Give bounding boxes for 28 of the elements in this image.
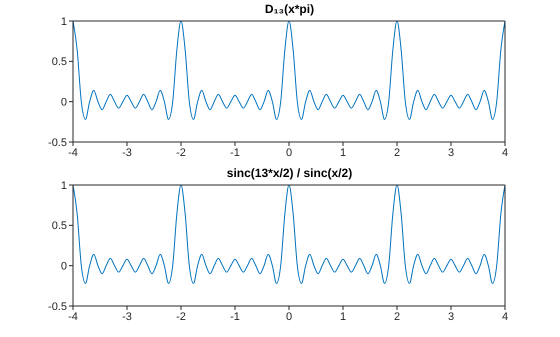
x-tick-label: -2 xyxy=(176,310,186,323)
y-tick-label: 1 xyxy=(60,16,67,28)
x-tick-label: 4 xyxy=(502,146,508,159)
x-tick-label: 0 xyxy=(286,146,292,159)
y-tick-label: 0 xyxy=(60,260,67,273)
y-tick-label: 0 xyxy=(60,96,67,109)
x-tick-label: 3 xyxy=(448,310,454,323)
x-tick-label: 2 xyxy=(394,146,400,159)
chart-title: sinc(13*x/2) / sinc(x/2) xyxy=(226,166,354,180)
x-tick-label: -1 xyxy=(230,310,240,323)
x-tick-label: -2 xyxy=(176,146,186,159)
x-tick-label: 2 xyxy=(394,310,400,323)
x-tick-label: 0 xyxy=(286,310,292,323)
x-tick-label: 4 xyxy=(502,310,508,323)
y-tick-label: 0.5 xyxy=(52,56,67,68)
x-tick-label: -3 xyxy=(122,146,132,159)
y-tick-label: -0.5 xyxy=(48,300,67,313)
x-tick-label: -4 xyxy=(68,310,78,323)
chart-title: D₁₃(x*pi) xyxy=(264,2,316,16)
x-tick-label: -4 xyxy=(68,146,78,159)
x-tick-label: -1 xyxy=(230,146,240,159)
x-tick-label: 1 xyxy=(340,310,346,323)
x-tick-label: 1 xyxy=(340,146,346,159)
y-tick-label: -0.5 xyxy=(48,136,67,149)
x-tick-label: -3 xyxy=(122,310,132,323)
x-tick-label: 3 xyxy=(448,146,454,159)
y-tick-label: 1 xyxy=(60,180,67,192)
y-tick-label: 0.5 xyxy=(52,220,67,232)
